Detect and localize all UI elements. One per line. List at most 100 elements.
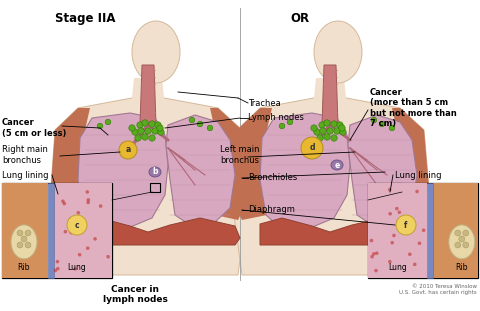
Text: OR: OR — [290, 12, 310, 25]
Circle shape — [459, 236, 465, 242]
Circle shape — [189, 117, 195, 123]
Text: c: c — [75, 220, 79, 230]
Circle shape — [54, 269, 57, 272]
Text: e: e — [335, 160, 340, 169]
Polygon shape — [131, 78, 165, 108]
Ellipse shape — [314, 21, 362, 83]
Circle shape — [334, 128, 340, 134]
Text: Lymph nodes: Lymph nodes — [248, 114, 304, 123]
Circle shape — [370, 239, 373, 242]
Circle shape — [105, 119, 111, 125]
Polygon shape — [260, 113, 350, 228]
Text: Lung lining: Lung lining — [395, 170, 442, 179]
Polygon shape — [313, 78, 347, 108]
Circle shape — [61, 199, 65, 203]
Bar — [392, 183, 402, 192]
Circle shape — [372, 252, 375, 256]
Bar — [2, 183, 112, 278]
Polygon shape — [50, 95, 248, 275]
Circle shape — [370, 255, 374, 258]
Circle shape — [339, 125, 345, 131]
Circle shape — [86, 201, 90, 204]
Circle shape — [319, 122, 325, 128]
Text: Lung lining: Lung lining — [2, 170, 48, 179]
Polygon shape — [322, 65, 338, 125]
Circle shape — [142, 134, 148, 140]
Ellipse shape — [449, 225, 475, 259]
Text: Left main
bronchus: Left main bronchus — [220, 145, 260, 165]
Circle shape — [135, 135, 141, 141]
Circle shape — [85, 190, 89, 194]
Circle shape — [67, 215, 87, 235]
Text: d: d — [309, 143, 315, 152]
Circle shape — [197, 121, 203, 127]
Text: Trachea: Trachea — [248, 99, 281, 108]
Circle shape — [455, 230, 461, 236]
Circle shape — [132, 129, 138, 135]
Text: a: a — [125, 146, 131, 155]
Polygon shape — [392, 108, 430, 220]
Bar — [368, 183, 427, 278]
Circle shape — [138, 128, 144, 134]
Ellipse shape — [149, 167, 161, 177]
Circle shape — [279, 123, 285, 129]
Circle shape — [388, 260, 392, 263]
Ellipse shape — [331, 160, 343, 170]
Circle shape — [301, 137, 323, 159]
Circle shape — [388, 188, 392, 192]
Circle shape — [25, 230, 31, 236]
Ellipse shape — [132, 21, 180, 83]
Bar — [433, 183, 478, 278]
Circle shape — [320, 128, 326, 134]
Text: © 2010 Teresa Winslow
U.S. Govt. has certain rights: © 2010 Teresa Winslow U.S. Govt. has cer… — [399, 284, 477, 295]
Text: Cancer
(5 cm or less): Cancer (5 cm or less) — [2, 118, 66, 138]
Circle shape — [78, 253, 82, 257]
Circle shape — [331, 135, 337, 141]
Circle shape — [86, 246, 90, 250]
Circle shape — [152, 128, 158, 134]
Text: Cancer
(more than 5 cm
but not more than
7 cm): Cancer (more than 5 cm but not more than… — [370, 88, 457, 128]
Circle shape — [455, 242, 461, 248]
Circle shape — [17, 242, 23, 248]
Circle shape — [374, 269, 378, 272]
Circle shape — [397, 211, 401, 214]
Circle shape — [21, 236, 27, 242]
Circle shape — [317, 135, 323, 141]
Circle shape — [62, 202, 66, 205]
Text: f: f — [404, 220, 408, 230]
Polygon shape — [166, 115, 235, 225]
Circle shape — [379, 121, 385, 127]
Circle shape — [314, 129, 320, 135]
Circle shape — [119, 141, 137, 159]
Circle shape — [463, 242, 469, 248]
Circle shape — [129, 125, 135, 131]
Circle shape — [408, 253, 412, 256]
Circle shape — [413, 262, 417, 266]
Circle shape — [99, 204, 102, 208]
Circle shape — [142, 120, 148, 126]
Polygon shape — [232, 108, 272, 220]
Text: Rib: Rib — [18, 263, 30, 272]
Circle shape — [389, 125, 395, 131]
Circle shape — [157, 125, 163, 131]
Circle shape — [137, 122, 143, 128]
Bar — [368, 183, 478, 278]
Circle shape — [337, 122, 343, 128]
Polygon shape — [50, 108, 90, 220]
Bar — [54, 183, 112, 278]
Polygon shape — [210, 108, 248, 220]
Circle shape — [73, 267, 77, 271]
Circle shape — [395, 207, 398, 211]
Circle shape — [375, 251, 379, 255]
Bar — [48, 183, 54, 278]
Circle shape — [149, 121, 155, 127]
Polygon shape — [260, 218, 422, 245]
Circle shape — [155, 122, 161, 128]
Circle shape — [25, 242, 31, 248]
Polygon shape — [348, 115, 417, 225]
Polygon shape — [140, 65, 156, 125]
Text: b: b — [152, 168, 158, 177]
Circle shape — [106, 255, 110, 258]
Circle shape — [411, 220, 414, 224]
Circle shape — [392, 234, 396, 237]
